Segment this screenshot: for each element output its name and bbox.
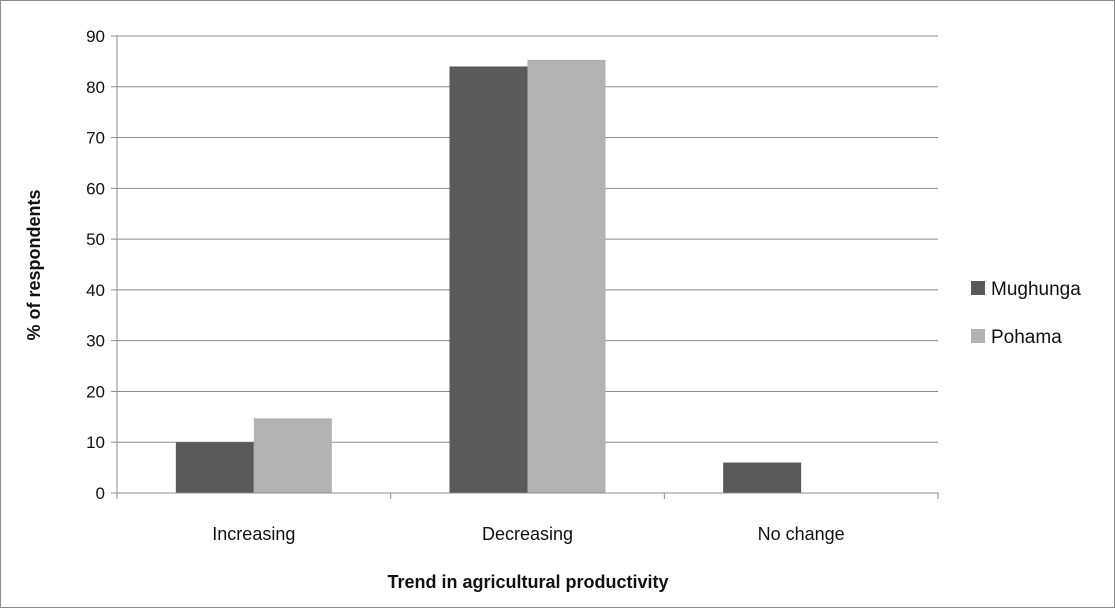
x-category-label: Increasing xyxy=(212,524,295,544)
x-category-label: Decreasing xyxy=(482,524,573,544)
category-labels: Increasing Decreasing No change xyxy=(212,524,844,544)
legend-swatch-pohama xyxy=(971,329,985,343)
x-category-label: No change xyxy=(758,524,845,544)
bars xyxy=(175,59,802,494)
legend-label-pohama: Pohama xyxy=(991,327,1062,348)
y-axis-title: % of respondents xyxy=(24,189,44,340)
legend-label-mughunga: Mughunga xyxy=(991,279,1081,300)
bar-pohama-increasing xyxy=(253,418,332,493)
bar-mughunga-decreasing xyxy=(449,66,528,493)
legend: Mughunga Pohama xyxy=(971,279,1081,348)
y-tick-label: 0 xyxy=(96,484,105,503)
bar-pohama-decreasing xyxy=(527,59,606,494)
bar-mughunga-no-change xyxy=(723,462,802,493)
bar-mughunga-increasing xyxy=(175,442,254,493)
y-tick-label: 60 xyxy=(86,179,105,198)
y-tick-label: 10 xyxy=(86,433,105,452)
y-tick-label: 20 xyxy=(86,382,105,401)
axes xyxy=(116,36,939,499)
y-tick-labels: 0 10 20 30 40 50 60 70 80 90 xyxy=(86,27,105,503)
y-tick-label: 90 xyxy=(86,27,105,46)
y-tick-label: 50 xyxy=(86,230,105,249)
y-tick-label: 80 xyxy=(86,78,105,97)
x-axis-title: Trend in agricultural productivity xyxy=(387,572,668,592)
y-tick-label: 40 xyxy=(86,281,105,300)
y-tick-label: 70 xyxy=(86,129,105,148)
y-tick-label: 30 xyxy=(86,332,105,351)
legend-swatch-mughunga xyxy=(971,281,985,295)
